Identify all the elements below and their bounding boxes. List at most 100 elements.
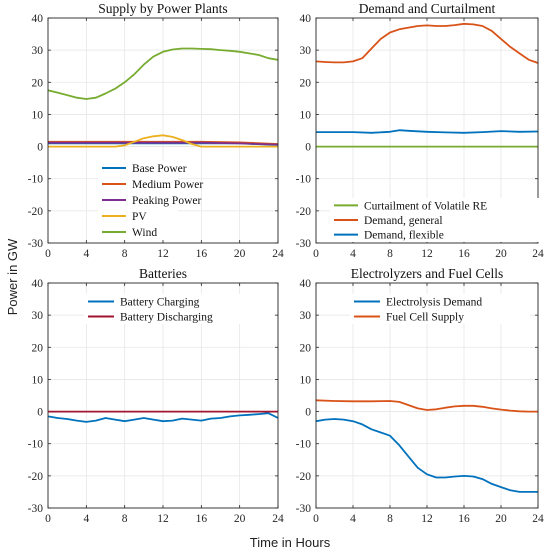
series-line-demand-general <box>316 22 538 64</box>
y-tick-label: 0 <box>305 142 311 154</box>
x-tick-label: 12 <box>157 248 169 260</box>
legend-entry: Demand, general <box>364 215 443 227</box>
x-tick-label: 8 <box>122 248 128 260</box>
y-tick-label: 30 <box>300 310 312 322</box>
legend-box <box>350 294 530 324</box>
axes-frame <box>47 282 279 509</box>
legend-entry: Base Power <box>132 163 187 175</box>
y-tick-label: 20 <box>32 77 44 89</box>
x-tick-label: 16 <box>196 248 208 260</box>
x-tick-label: 0 <box>45 248 51 260</box>
x-tick-label: 16 <box>458 513 470 525</box>
x-tick-label: 8 <box>387 248 393 260</box>
legend-entry: Battery Charging <box>120 297 200 309</box>
legend: Electrolysis Demand Fuel Cell Supply <box>350 294 530 324</box>
legend: Base Power Medium Power Peaking Power PV Win… <box>98 160 203 240</box>
y-tick-label: -30 <box>296 238 312 250</box>
y-tick-label: -30 <box>28 503 44 515</box>
legend-entry: Demand, flexible <box>364 230 444 242</box>
x-tick-label: 20 <box>495 248 507 260</box>
x-tick-label: 8 <box>122 513 128 525</box>
series-line-wind <box>48 47 278 100</box>
y-tick-label: 0 <box>37 142 43 154</box>
y-tick-label: 30 <box>300 45 312 57</box>
chart-title: Demand and Curtailment <box>359 1 496 16</box>
x-tick-label: 4 <box>350 248 356 260</box>
y-tick-label: -10 <box>28 439 44 451</box>
legend-entry: Electrolysis Demand <box>386 297 482 309</box>
y-tick-label: -20 <box>296 471 312 483</box>
x-tick-label: 24 <box>272 248 284 260</box>
figure-xlabel: Time in Hours <box>250 535 331 550</box>
series-line-peaking-power <box>48 141 278 146</box>
x-tick-label: 12 <box>157 513 169 525</box>
x-tick-label: 12 <box>421 248 433 260</box>
y-tick-label: -20 <box>28 206 44 218</box>
legend-entry: Peaking Power <box>132 195 201 207</box>
y-tick-label: -10 <box>296 439 312 451</box>
legend-entry: Wind <box>132 227 157 239</box>
y-tick-label: 20 <box>300 342 312 354</box>
x-tick-label: 16 <box>196 513 208 525</box>
y-tick-label: -10 <box>296 174 312 186</box>
y-tick-label: 20 <box>32 342 44 354</box>
x-tick-label: 0 <box>45 513 51 525</box>
y-tick-label: 40 <box>300 278 312 290</box>
legend-entry: PV <box>132 211 147 223</box>
x-tick-label: 24 <box>532 513 544 525</box>
axes-frame <box>315 282 539 509</box>
series-line-fuel-cell-supply <box>316 399 538 413</box>
chart-panel-2: Demand and Curtailment 0 4 8 12 16 20 24 -30 -20 -… <box>296 1 544 260</box>
series-line-battery-charging <box>48 412 278 423</box>
figure-ylabel: Power in GW <box>5 238 20 315</box>
chart-panel-3: Batteries 0 4 8 12 16 20 24 -30 -20 -10 0 10 20 30 40 Ba… <box>28 266 284 525</box>
chart-title: Batteries <box>139 266 187 281</box>
legend: Curtailment of Volatile RE Demand, genera… <box>330 198 540 242</box>
y-tick-label: 0 <box>37 407 43 419</box>
y-tick-label: 40 <box>32 278 44 290</box>
y-tick-label: -20 <box>296 206 312 218</box>
x-tick-label: 4 <box>83 248 89 260</box>
y-tick-label: -30 <box>296 503 312 515</box>
y-tick-label: 40 <box>32 13 44 25</box>
x-tick-label: 0 <box>313 248 319 260</box>
chart-panels: Supply by Power Plants 0 4 8 12 16 20 24 -30 -20 -… <box>28 1 544 525</box>
x-tick-label: 20 <box>495 513 507 525</box>
y-tick-label: 10 <box>300 374 312 386</box>
x-tick-label: 8 <box>387 513 393 525</box>
y-tick-label: 30 <box>32 45 44 57</box>
x-tick-label: 4 <box>83 513 89 525</box>
x-tick-label: 24 <box>272 513 284 525</box>
series-line-electrolysis-demand <box>316 418 538 493</box>
x-tick-label: 4 <box>350 513 356 525</box>
y-tick-label: -30 <box>28 238 44 250</box>
chart-title: Supply by Power Plants <box>98 1 227 16</box>
x-tick-label: 0 <box>313 513 319 525</box>
chart-title: Electrolyzers and Fuel Cells <box>351 266 504 281</box>
chart-panel-1: Supply by Power Plants 0 4 8 12 16 20 24 -30 -20 -… <box>28 1 284 260</box>
legend-entry: Medium Power <box>132 179 203 191</box>
legend-entry: Fuel Cell Supply <box>386 312 464 324</box>
series-line-pv <box>48 134 278 148</box>
x-tick-label: 20 <box>234 248 246 260</box>
x-tick-label: 24 <box>532 248 544 260</box>
legend-box <box>330 198 540 242</box>
chart-panel-4: Electrolyzers and Fuel Cells 0 4 8 12 16 20 24 -… <box>296 266 544 525</box>
y-tick-label: 10 <box>32 109 44 121</box>
legend-entry: Curtailment of Volatile RE <box>364 200 487 212</box>
legend-entry: Battery Discharging <box>120 312 213 324</box>
y-tick-label: 10 <box>32 374 44 386</box>
axes-frame <box>47 17 279 244</box>
y-tick-label: 40 <box>300 13 312 25</box>
y-tick-label: 10 <box>300 109 312 121</box>
y-tick-label: 0 <box>305 407 311 419</box>
legend: Battery Charging Battery Discharging <box>84 294 274 324</box>
legend-box <box>84 294 274 324</box>
y-tick-label: 20 <box>300 77 312 89</box>
axes-frame <box>315 17 539 244</box>
y-tick-label: -10 <box>28 174 44 186</box>
y-tick-label: -20 <box>28 471 44 483</box>
x-tick-label: 20 <box>234 513 246 525</box>
x-tick-label: 16 <box>458 248 470 260</box>
